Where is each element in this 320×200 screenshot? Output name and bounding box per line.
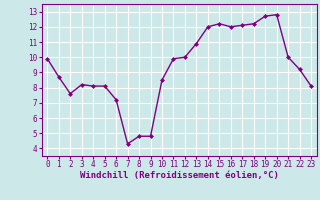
X-axis label: Windchill (Refroidissement éolien,°C): Windchill (Refroidissement éolien,°C) [80,171,279,180]
